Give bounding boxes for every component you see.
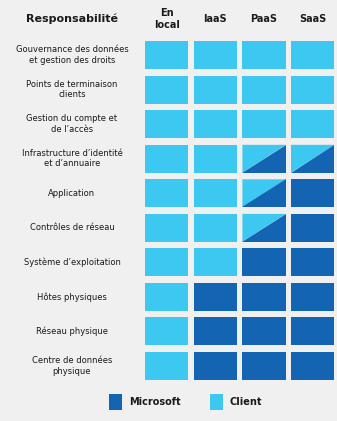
FancyBboxPatch shape — [291, 110, 334, 138]
FancyBboxPatch shape — [291, 317, 334, 345]
Text: Infrastructure d’identité
et d’annuaire: Infrastructure d’identité et d’annuaire — [22, 149, 122, 168]
Polygon shape — [242, 145, 286, 173]
Text: Centre de données
physique: Centre de données physique — [32, 356, 112, 376]
Text: PaaS: PaaS — [250, 14, 278, 24]
FancyBboxPatch shape — [291, 41, 334, 69]
FancyBboxPatch shape — [145, 110, 188, 138]
Text: Microsoft: Microsoft — [129, 397, 181, 407]
Text: Système d’exploitation: Système d’exploitation — [24, 258, 120, 267]
FancyBboxPatch shape — [145, 214, 188, 242]
FancyBboxPatch shape — [109, 394, 122, 410]
Text: Réseau physique: Réseau physique — [36, 327, 108, 336]
FancyBboxPatch shape — [291, 214, 334, 242]
FancyBboxPatch shape — [291, 352, 334, 380]
Text: IaaS: IaaS — [204, 14, 227, 24]
Polygon shape — [291, 145, 334, 173]
FancyBboxPatch shape — [145, 352, 188, 380]
FancyBboxPatch shape — [145, 317, 188, 345]
FancyBboxPatch shape — [145, 41, 188, 69]
FancyBboxPatch shape — [210, 394, 223, 410]
FancyBboxPatch shape — [145, 76, 188, 104]
FancyBboxPatch shape — [242, 352, 286, 380]
Text: Gouvernance des données
et gestion des droits: Gouvernance des données et gestion des d… — [16, 45, 128, 65]
FancyBboxPatch shape — [242, 317, 286, 345]
FancyBboxPatch shape — [194, 352, 237, 380]
FancyBboxPatch shape — [194, 145, 237, 173]
FancyBboxPatch shape — [291, 283, 334, 311]
FancyBboxPatch shape — [242, 76, 286, 104]
Polygon shape — [242, 179, 286, 207]
Text: Points de terminaison
clients: Points de terminaison clients — [26, 80, 118, 99]
FancyBboxPatch shape — [194, 248, 237, 276]
Text: Responsabilité: Responsabilité — [26, 14, 118, 24]
Polygon shape — [291, 145, 334, 173]
Polygon shape — [242, 214, 286, 242]
FancyBboxPatch shape — [291, 76, 334, 104]
Text: Client: Client — [229, 397, 262, 407]
Text: Gestion du compte et
de l’accès: Gestion du compte et de l’accès — [26, 115, 118, 134]
FancyBboxPatch shape — [194, 179, 237, 207]
Polygon shape — [242, 179, 286, 207]
Polygon shape — [242, 145, 286, 173]
FancyBboxPatch shape — [242, 283, 286, 311]
FancyBboxPatch shape — [291, 248, 334, 276]
Text: Application: Application — [49, 189, 96, 198]
FancyBboxPatch shape — [194, 283, 237, 311]
Text: SaaS: SaaS — [299, 14, 326, 24]
FancyBboxPatch shape — [242, 41, 286, 69]
Text: En
local: En local — [154, 8, 180, 30]
Polygon shape — [242, 214, 286, 242]
FancyBboxPatch shape — [145, 248, 188, 276]
Text: Contrôles de réseau: Contrôles de réseau — [30, 223, 114, 232]
FancyBboxPatch shape — [194, 110, 237, 138]
FancyBboxPatch shape — [291, 179, 334, 207]
FancyBboxPatch shape — [194, 76, 237, 104]
FancyBboxPatch shape — [194, 214, 237, 242]
FancyBboxPatch shape — [194, 317, 237, 345]
FancyBboxPatch shape — [242, 110, 286, 138]
Text: Hôtes physiques: Hôtes physiques — [37, 292, 107, 301]
FancyBboxPatch shape — [194, 41, 237, 69]
FancyBboxPatch shape — [145, 283, 188, 311]
FancyBboxPatch shape — [145, 145, 188, 173]
FancyBboxPatch shape — [145, 179, 188, 207]
FancyBboxPatch shape — [242, 248, 286, 276]
